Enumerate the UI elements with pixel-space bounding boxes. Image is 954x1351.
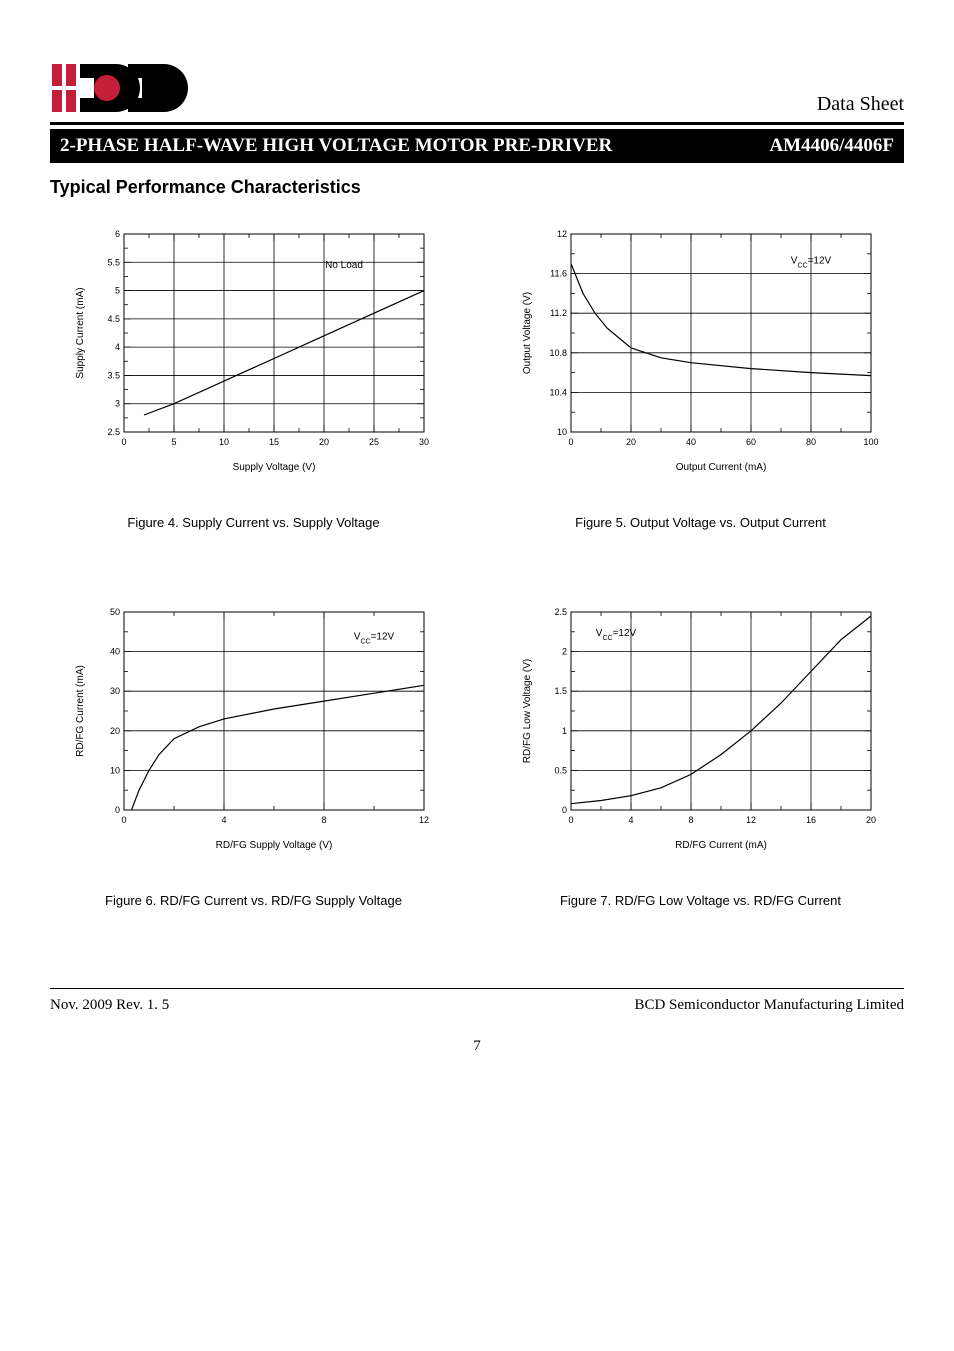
caption-fig7: Figure 7. RD/FG Low Voltage vs. RD/FG Cu… <box>497 893 904 908</box>
chart-grid: 0510152025302.533.544.555.56Supply Volta… <box>50 222 904 908</box>
svg-text:Supply Voltage (V): Supply Voltage (V) <box>232 462 315 473</box>
bcd-logo <box>50 60 190 116</box>
svg-text:No Load: No Load <box>325 260 363 271</box>
footer-right: BCD Semiconductor Manufacturing Limited <box>634 997 904 1014</box>
svg-text:5: 5 <box>114 286 119 296</box>
svg-text:50: 50 <box>109 607 119 617</box>
svg-text:10: 10 <box>109 765 119 775</box>
sheet-label: Data Sheet <box>817 93 904 116</box>
svg-text:RD/FG Supply Voltage (V): RD/FG Supply Voltage (V) <box>215 840 332 851</box>
svg-text:10: 10 <box>218 437 228 447</box>
svg-text:2: 2 <box>561 647 566 657</box>
svg-text:8: 8 <box>321 815 326 825</box>
svg-text:0: 0 <box>114 805 119 815</box>
section-heading: Typical Performance Characteristics <box>50 177 904 198</box>
svg-text:10: 10 <box>556 427 566 437</box>
footer-left: Nov. 2009 Rev. 1. 5 <box>50 997 169 1014</box>
svg-text:2.5: 2.5 <box>554 607 567 617</box>
svg-text:4: 4 <box>114 342 119 352</box>
header-row: Data Sheet <box>50 60 904 116</box>
svg-text:0: 0 <box>568 815 573 825</box>
header-rule <box>50 122 904 125</box>
chart-cell-fig4: 0 5 10 15 20 25 30 2.5 3 3.5 4 4.5 5 5.5 6 Supply Volta… <box>50 222 457 530</box>
svg-text:20: 20 <box>318 437 328 447</box>
svg-text:100: 100 <box>863 437 878 447</box>
title-bar: 2-PHASE HALF-WAVE HIGH VOLTAGE MOTOR PRE… <box>50 129 904 163</box>
svg-text:1.5: 1.5 <box>554 686 567 696</box>
svg-text:0: 0 <box>568 437 573 447</box>
footer-row: Nov. 2009 Rev. 1. 5 BCD Semiconductor Ma… <box>50 997 904 1014</box>
svg-text:12: 12 <box>745 815 755 825</box>
svg-text:40: 40 <box>685 437 695 447</box>
svg-text:5: 5 <box>171 437 176 447</box>
svg-text:4.5: 4.5 <box>107 314 120 324</box>
svg-text:RD/FG Current (mA): RD/FG Current (mA) <box>75 665 86 757</box>
svg-text:Supply Current (mA): Supply Current (mA) <box>75 287 86 378</box>
chart-fig5: 0 20 40 60 80 100 10 10.4 10.8 11.2 11.6 12 Output C… <box>497 222 904 487</box>
svg-text:20: 20 <box>109 726 119 736</box>
svg-text:5.5: 5.5 <box>107 257 120 267</box>
caption-fig6: Figure 6. RD/FG Current vs. RD/FG Supply… <box>50 893 457 908</box>
svg-text:0: 0 <box>121 437 126 447</box>
svg-text:12: 12 <box>556 229 566 239</box>
svg-text:20: 20 <box>625 437 635 447</box>
chart-fig6: 0 4 8 12 0 10 20 30 40 50 RD/FG Supply Voltage (V)… <box>50 600 457 865</box>
title-left: 2-PHASE HALF-WAVE HIGH VOLTAGE MOTOR PRE… <box>60 135 612 157</box>
svg-text:RD/FG Low Voltage (V): RD/FG Low Voltage (V) <box>522 659 533 763</box>
svg-text:3: 3 <box>114 399 119 409</box>
svg-text:30: 30 <box>418 437 428 447</box>
svg-text:40: 40 <box>109 647 119 657</box>
chart-fig4: 0 5 10 15 20 25 30 2.5 3 3.5 4 4.5 5 5.5 6 Supply Volta… <box>50 222 457 487</box>
svg-text:1: 1 <box>561 726 566 736</box>
svg-text:11.2: 11.2 <box>550 308 567 318</box>
svg-text:12: 12 <box>418 815 428 825</box>
svg-text:60: 60 <box>745 437 755 447</box>
svg-text:11.6: 11.6 <box>550 269 567 279</box>
svg-text:15: 15 <box>268 437 278 447</box>
svg-text:0.5: 0.5 <box>554 765 567 775</box>
chart-cell-fig5: 0 20 40 60 80 100 10 10.4 10.8 11.2 11.6 12 Output C… <box>497 222 904 530</box>
chart-cell-fig6: 0 4 8 12 0 10 20 30 40 50 RD/FG Supply Voltage (V)… <box>50 600 457 908</box>
svg-text:Output Voltage (V): Output Voltage (V) <box>522 292 533 374</box>
svg-text:30: 30 <box>109 686 119 696</box>
svg-text:20: 20 <box>865 815 875 825</box>
svg-text:16: 16 <box>805 815 815 825</box>
svg-text:0: 0 <box>561 805 566 815</box>
svg-text:RD/FG Current (mA): RD/FG Current (mA) <box>675 840 767 851</box>
svg-text:Output Current (mA): Output Current (mA) <box>675 462 766 473</box>
svg-text:80: 80 <box>805 437 815 447</box>
svg-text:25: 25 <box>368 437 378 447</box>
svg-text:10.8: 10.8 <box>549 348 567 358</box>
page-number: 7 <box>50 1038 904 1055</box>
chart-fig7: 0 4 8 12 16 20 0 0.5 1 1.5 2 2.5 RD/FG Current (mA) R… <box>497 600 904 865</box>
title-right: AM4406/4406F <box>769 135 894 157</box>
svg-text:8: 8 <box>688 815 693 825</box>
chart-cell-fig7: 0 4 8 12 16 20 0 0.5 1 1.5 2 2.5 RD/FG Current (mA) R… <box>497 600 904 908</box>
caption-fig4: Figure 4. Supply Current vs. Supply Volt… <box>50 515 457 530</box>
caption-fig5: Figure 5. Output Voltage vs. Output Curr… <box>497 515 904 530</box>
svg-text:3.5: 3.5 <box>107 370 120 380</box>
svg-text:4: 4 <box>221 815 226 825</box>
svg-text:0: 0 <box>121 815 126 825</box>
footer-rule <box>50 988 904 989</box>
svg-text:2.5: 2.5 <box>107 427 120 437</box>
svg-text:10.4: 10.4 <box>549 387 567 397</box>
svg-text:4: 4 <box>628 815 633 825</box>
svg-text:6: 6 <box>114 229 119 239</box>
